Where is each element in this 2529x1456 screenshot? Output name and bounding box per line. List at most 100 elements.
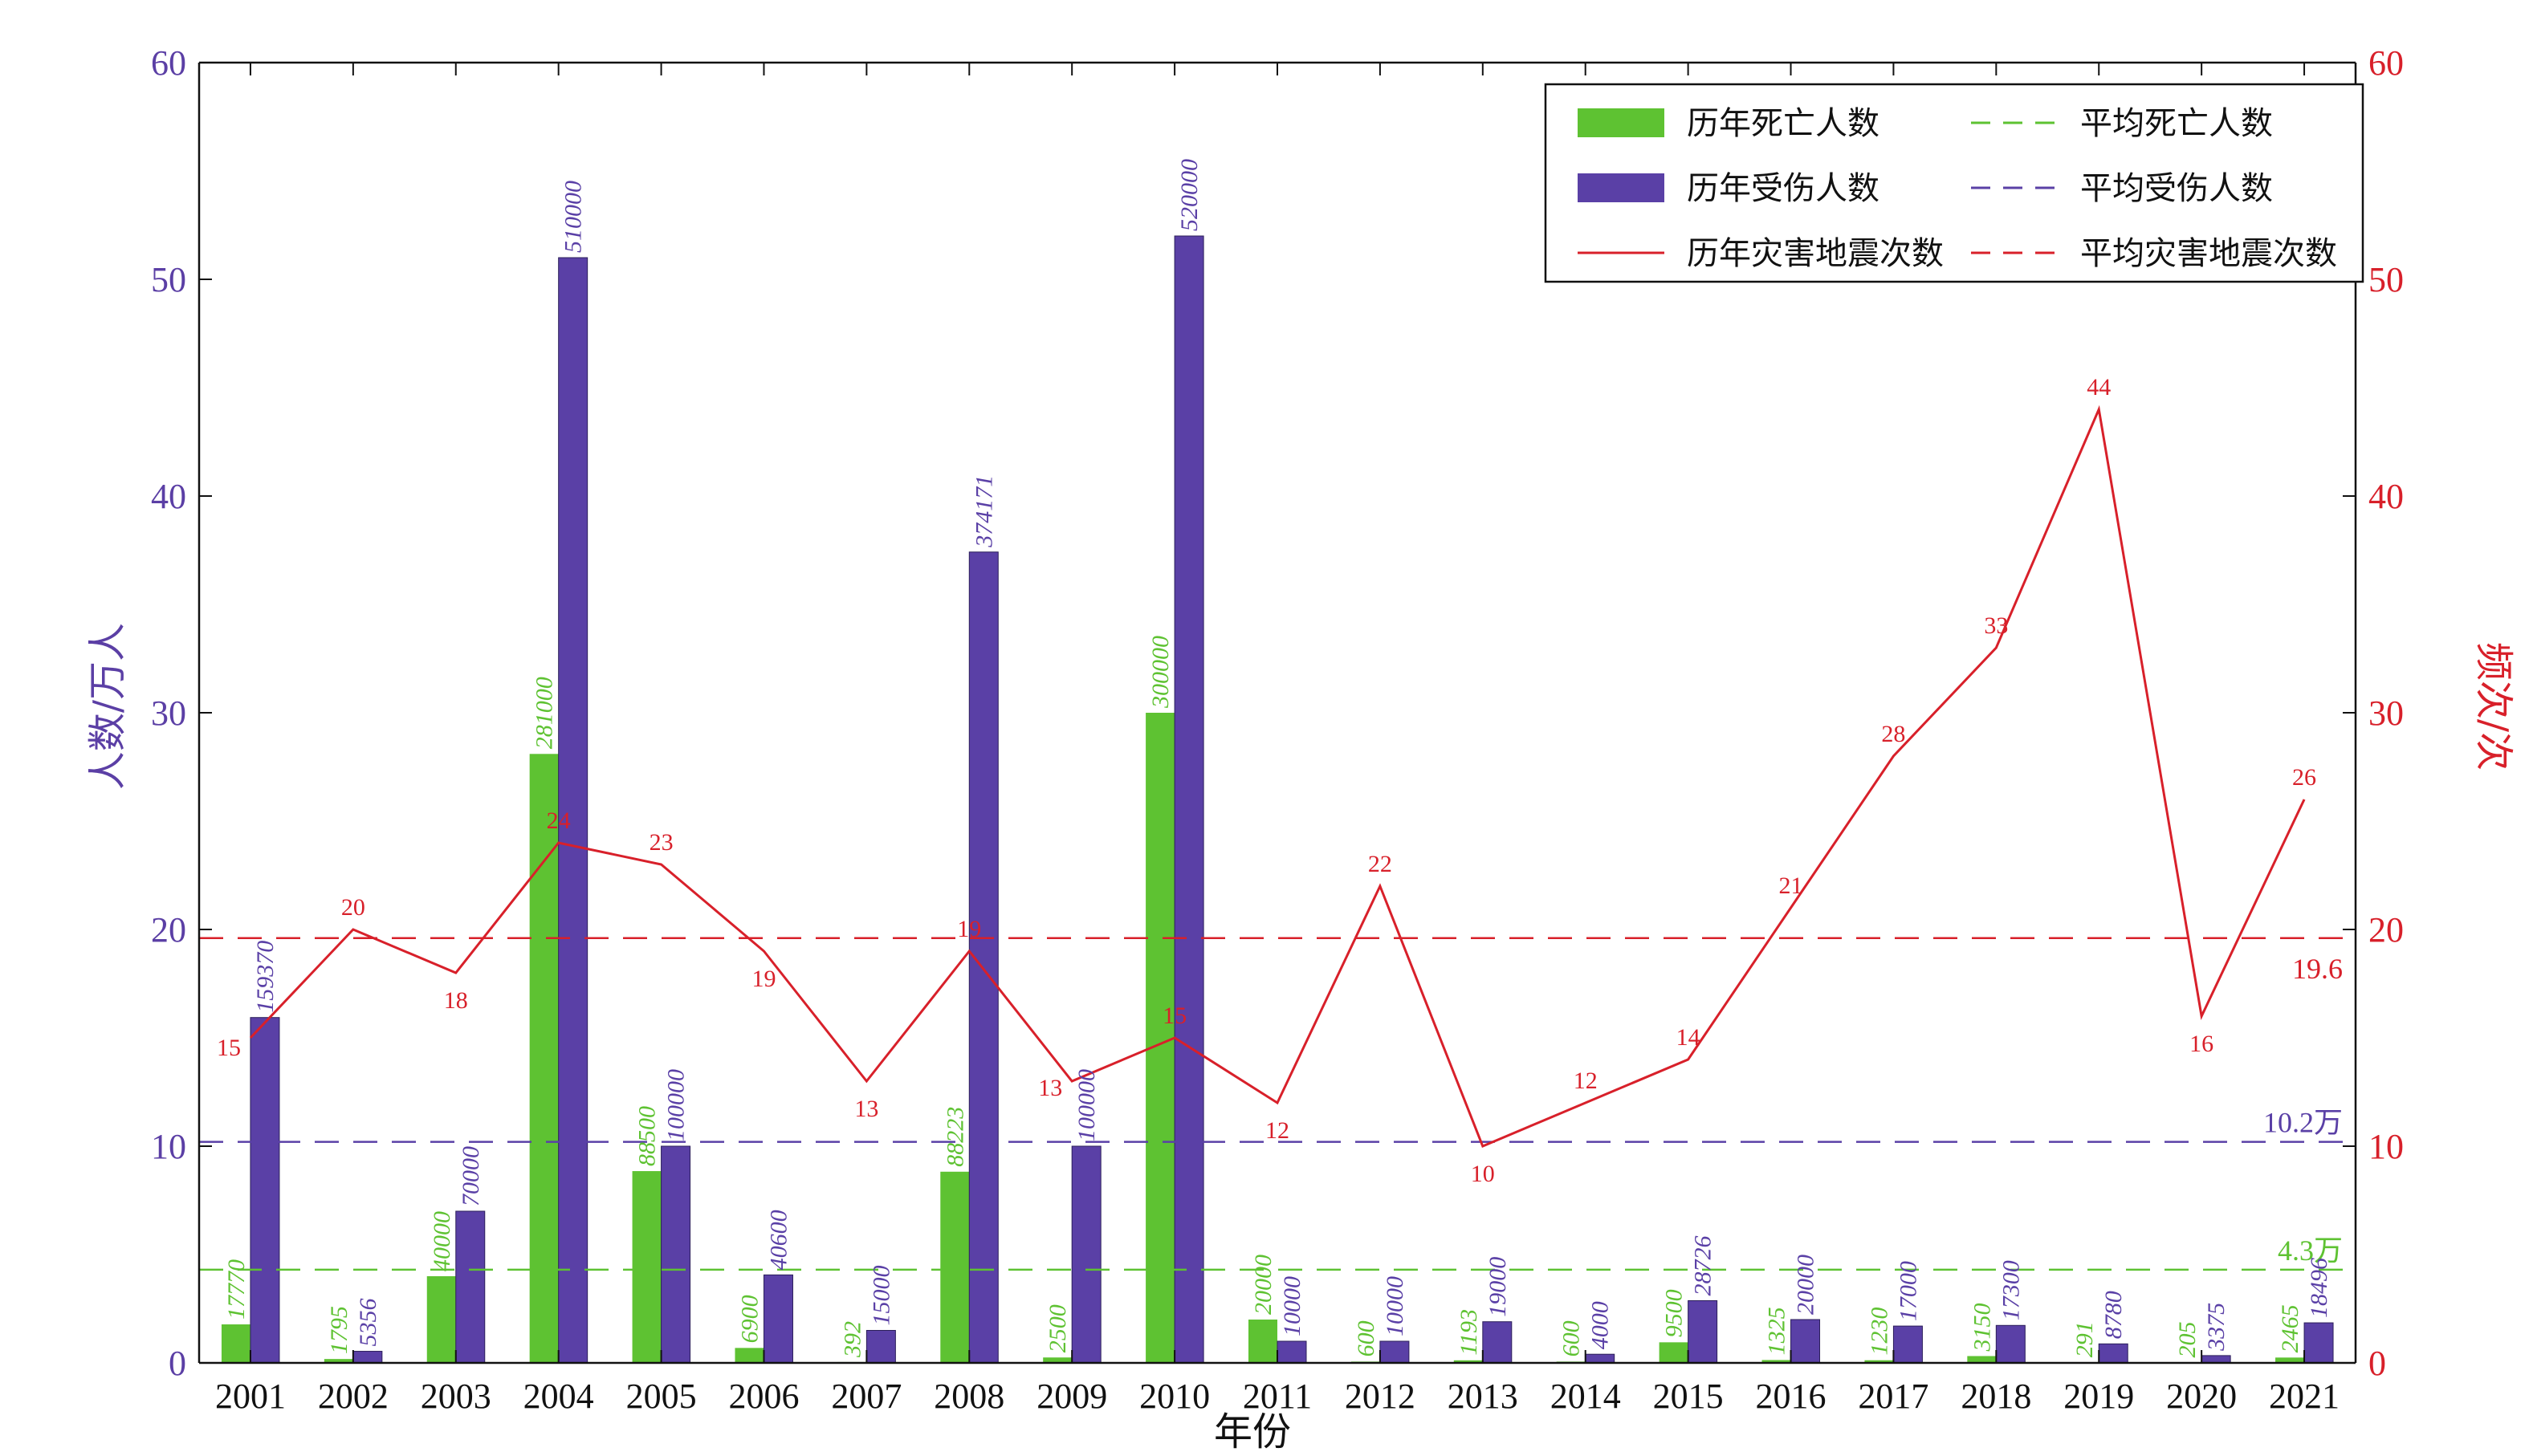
y-right-tick-label: 20 (2368, 910, 2404, 950)
average-value-label: 4.3万 (2278, 1234, 2343, 1267)
death-value-label: 1795 (326, 1306, 352, 1354)
legend-swatch-bar (1578, 173, 1664, 202)
x-tick-label: 2007 (831, 1377, 902, 1416)
injury-bar-2009 (1071, 1145, 1102, 1364)
death-value-label: 9500 (1661, 1289, 1688, 1337)
injury-value-label: 19000 (1484, 1257, 1511, 1317)
injury-value-label: 8780 (2100, 1291, 2127, 1339)
x-tick-label: 2001 (215, 1377, 286, 1416)
frequency-value-label: 12 (1574, 1068, 1598, 1094)
death-bar-2011 (1248, 1320, 1277, 1363)
injury-bar-2010 (1174, 235, 1204, 1364)
injury-bar-2016 (1790, 1319, 1821, 1364)
injury-value-label: 159370 (252, 941, 279, 1013)
legend-label: 历年灾害地震次数 (1687, 235, 1944, 272)
frequency-value-label: 13 (854, 1096, 878, 1122)
injury-bar-2001 (250, 1017, 280, 1364)
frequency-value-label: 24 (547, 807, 571, 834)
death-bar-2005 (632, 1171, 662, 1363)
x-tick-label: 2019 (2063, 1377, 2134, 1416)
average-lines-layer: 4.3万 10.2万 19.6 (199, 937, 2356, 1271)
injury-value-label: 100000 (1073, 1069, 1100, 1141)
injury-value-label: 17000 (1895, 1261, 1921, 1321)
x-tick-label: 2006 (728, 1377, 799, 1416)
injury-bar-2021 (2303, 1322, 2334, 1364)
death-bar-2018 (1967, 1356, 1997, 1363)
injury-value-label: 18496 (2306, 1258, 2332, 1318)
injury-bar-2014 (1585, 1353, 1615, 1364)
death-bar-2001 (221, 1324, 250, 1363)
injury-bar-2018 (1995, 1324, 2026, 1364)
injury-value-label: 100000 (663, 1069, 690, 1141)
frequency-value-label: 26 (2292, 764, 2316, 791)
frequency-value-label: 18 (444, 987, 468, 1014)
death-value-label: 600 (1353, 1320, 1379, 1356)
x-tick-label: 2013 (1448, 1377, 1518, 1416)
y-right-tick-label: 10 (2368, 1127, 2404, 1166)
death-bar-2017 (1864, 1360, 1894, 1363)
death-value-label: 17770 (223, 1259, 250, 1320)
death-bar-2021 (2275, 1357, 2305, 1363)
death-value-label: 291 (2071, 1321, 2098, 1357)
x-axis-title: 年份 (1214, 1409, 1291, 1454)
y-left-tick-label: 60 (151, 43, 186, 83)
x-tick-label: 2015 (1653, 1377, 1724, 1416)
x-tick-label: 2014 (1550, 1377, 1621, 1416)
x-tick-label: 2002 (318, 1377, 389, 1416)
y-left-tick-label: 10 (151, 1127, 186, 1166)
death-value-label: 88500 (634, 1106, 661, 1166)
death-bar-2008 (940, 1171, 970, 1363)
death-value-label: 40000 (429, 1211, 455, 1271)
y-axis-right-title: 频次/次 (2471, 642, 2516, 771)
x-tick-label: 2012 (1345, 1377, 1415, 1416)
average-value-label: 19.6 (2292, 953, 2343, 985)
death-bar-2002 (324, 1359, 353, 1363)
injury-bar-2011 (1277, 1340, 1307, 1364)
injury-value-label: 4000 (1587, 1301, 1614, 1349)
death-value-label: 3150 (1969, 1303, 1995, 1352)
frequency-value-label: 16 (2189, 1031, 2213, 1057)
injury-bar-2007 (865, 1330, 896, 1364)
death-value-label: 1325 (1764, 1307, 1790, 1355)
death-bar-2010 (1146, 713, 1175, 1363)
y-left-tick-label: 40 (151, 477, 186, 516)
y-left-tick-label: 50 (151, 260, 186, 299)
y-right-tick-label: 30 (2368, 693, 2404, 733)
y-left-tick-label: 20 (151, 910, 186, 950)
frequency-value-label: 28 (1881, 721, 1905, 747)
x-tick-label: 2009 (1036, 1377, 1107, 1416)
death-bar-2013 (1453, 1360, 1483, 1363)
injury-value-label: 10000 (1382, 1276, 1408, 1336)
legend-swatch-bar (1578, 108, 1664, 137)
frequency-line (249, 405, 2306, 1148)
death-value-label: 20000 (1250, 1255, 1277, 1315)
frequency-value-label: 19 (751, 966, 776, 992)
legend-label: 历年受伤人数 (1687, 170, 1879, 207)
frequency-value-label: 21 (1779, 872, 1803, 899)
x-tick-label: 2011 (1243, 1377, 1312, 1416)
legend-box (1544, 83, 2364, 283)
death-bar-2016 (1761, 1360, 1791, 1363)
injury-bar-2020 (2201, 1355, 2231, 1364)
death-bar-2009 (1043, 1357, 1073, 1363)
x-tick-label: 2021 (2269, 1377, 2340, 1416)
death-value-label: 600 (1558, 1320, 1585, 1356)
frequency-value-label: 12 (1265, 1117, 1289, 1144)
frequency-value-label: 10 (1471, 1161, 1495, 1187)
x-tick-label: 2020 (2166, 1377, 2237, 1416)
death-value-label: 1193 (1456, 1309, 1482, 1356)
frequency-value-label: 22 (1368, 851, 1392, 877)
y-right-tick-label: 40 (2368, 477, 2404, 516)
injury-bar-2019 (2098, 1343, 2128, 1364)
injury-value-label: 20000 (1793, 1255, 1819, 1315)
frequency-value-label: 20 (341, 894, 365, 921)
frequency-value-label: 23 (650, 829, 674, 856)
x-tick-label: 2010 (1139, 1377, 1210, 1416)
bars-layer (221, 235, 2334, 1364)
frequency-value-label: 33 (1984, 612, 2008, 639)
x-tick-label: 2017 (1858, 1377, 1928, 1416)
y-right-tick-label: 0 (2368, 1344, 2386, 1383)
death-value-label: 2500 (1045, 1304, 1071, 1352)
injury-value-label: 374171 (971, 475, 997, 548)
